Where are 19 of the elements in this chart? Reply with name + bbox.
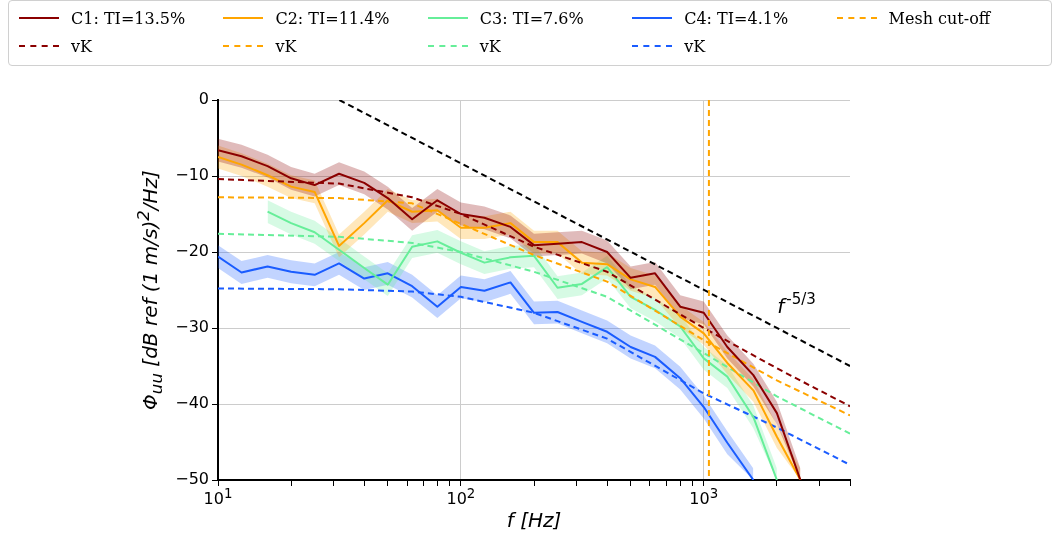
x-axis-title: f [Hz] — [506, 508, 562, 532]
legend-label: C4: TI=4.1% — [684, 8, 789, 28]
legend-label: vK — [479, 36, 501, 56]
legend-label: C1: TI=13.5% — [71, 8, 186, 28]
legend-label: Mesh cut-off — [888, 8, 991, 28]
legend-label: C3: TI=7.6% — [479, 8, 584, 28]
x-tick-label: 10$^{2}$ — [446, 486, 476, 509]
y-tick-label: −40 — [175, 393, 209, 413]
x-tick-label: 10$^{3}$ — [689, 486, 719, 509]
legend-label: vK — [684, 36, 706, 56]
legend-label: vK — [71, 36, 92, 56]
legend-label: vK — [275, 36, 297, 56]
y-tick-label: −10 — [175, 165, 209, 185]
y-tick-label: −30 — [175, 317, 209, 337]
y-tick-label: −50 — [175, 469, 209, 489]
legend-label: C2: TI=11.4% — [275, 8, 390, 28]
y-tick-label: 0 — [198, 89, 209, 109]
x-tick-label: 10$^{1}$ — [203, 486, 233, 509]
y-tick-label: −20 — [175, 241, 209, 261]
